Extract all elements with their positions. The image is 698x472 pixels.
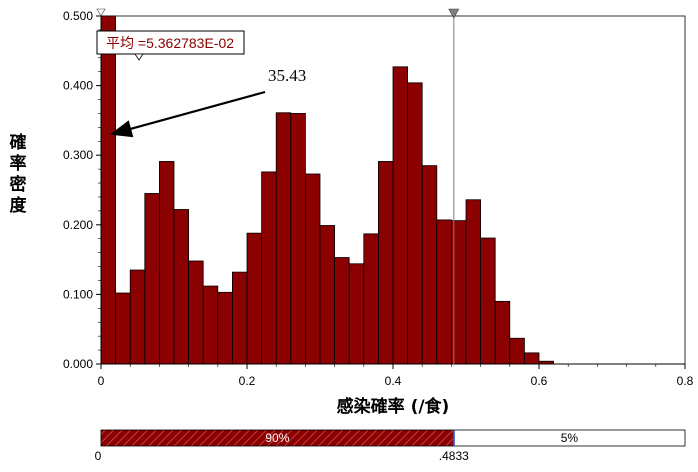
marker-handle-icon[interactable] [448,8,460,19]
histogram-bar [436,219,452,365]
y-tick-label: 0.300 [63,148,93,162]
histogram-bar [202,285,219,365]
histogram-bar [304,173,321,365]
x-tick-label: 0.4 [385,374,402,388]
histogram-bar [348,263,365,365]
histogram-bar [494,300,511,365]
histogram-bar [524,352,540,365]
histogram-bar [217,291,233,365]
bars-group [100,15,554,365]
histogram-bar [100,15,116,365]
histogram-bar [275,112,292,365]
histogram-bar [334,257,350,365]
histogram-bar [465,199,482,365]
histogram-bar [158,161,175,365]
annotation-value: 35.43 [268,66,306,85]
x-tick-label: 0 [98,374,105,388]
x-tick-label: 0.2 [239,374,256,388]
annotation-arrow [109,90,266,138]
y-tick-label: 0.500 [63,9,93,23]
mean-label-box: 平均 =5.362783E-02 [96,30,245,61]
range-left-percent: 90% [265,431,289,445]
histogram-bar [261,171,277,365]
histogram-bar [246,232,263,365]
x-tick-label: 0.8 [677,374,694,388]
axes: 0.000 0.100 0.200 0.300 0.400 0.500 0 0.2 0.4 0.6… [63,8,694,388]
range-bar: 90% 5% 0 .4833 [95,429,686,463]
histogram-bar [115,292,131,365]
histogram-bar [231,271,248,365]
histogram-bar [392,66,408,365]
histogram-bar [421,165,438,365]
y-tick-label: 0.000 [63,357,93,371]
range-left-value: 0 [95,449,102,463]
histogram-bar [377,161,394,365]
x-axis-label: 感染確率 (/食) [337,396,450,417]
histogram-bar [188,260,204,365]
histogram-bar [173,209,189,365]
range-right-percent: 5% [561,431,579,445]
histogram-bar [144,193,160,365]
histogram-bar [319,225,336,365]
histogram-bar [129,269,146,365]
range-right-value: .4833 [439,449,469,463]
x-tick-label: 0.6 [531,374,548,388]
svg-text:確率密度: 確率密度 [10,132,28,216]
mean-label: 平均 =5.362783E-02 [106,35,234,51]
histogram-bar [290,113,306,365]
histogram-bar [509,337,525,365]
left-handle-icon[interactable] [96,8,106,17]
y-tick-label: 0.400 [63,79,93,93]
y-tick-label: 0.200 [63,218,93,232]
histogram-bar [407,82,423,365]
histogram-bar [480,237,496,365]
y-tick-label: 0.100 [63,287,93,301]
y-axis-label: 確率密度 [10,132,28,216]
histogram-bar [363,233,379,365]
mean-pointer-icon [134,53,144,61]
